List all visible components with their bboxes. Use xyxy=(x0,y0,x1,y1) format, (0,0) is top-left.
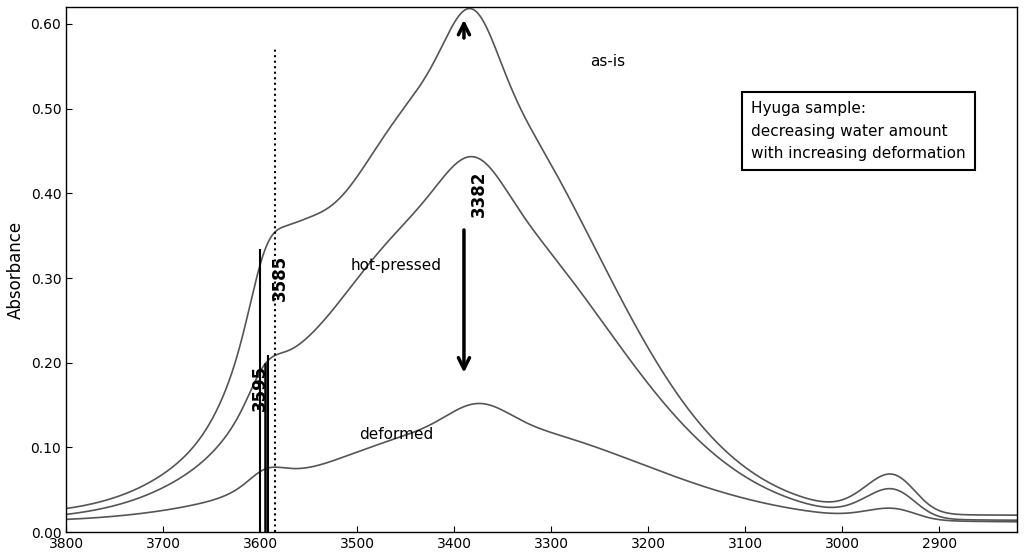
Y-axis label: Absorbance: Absorbance xyxy=(7,220,25,319)
Text: deformed: deformed xyxy=(358,427,433,442)
Text: 3585: 3585 xyxy=(270,255,289,301)
Text: 3382: 3382 xyxy=(470,170,487,217)
Text: as-is: as-is xyxy=(590,54,626,69)
Text: Hyuga sample:
decreasing water amount
with increasing deformation: Hyuga sample: decreasing water amount wi… xyxy=(751,102,966,161)
Text: 3595: 3595 xyxy=(251,365,269,411)
Text: hot-pressed: hot-pressed xyxy=(350,258,441,272)
